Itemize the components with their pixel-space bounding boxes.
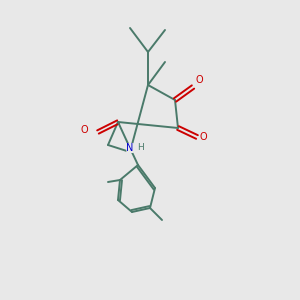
Text: O: O <box>195 75 202 85</box>
Text: O: O <box>199 132 207 142</box>
Text: O: O <box>80 125 88 135</box>
Text: H: H <box>137 143 144 152</box>
Text: N: N <box>126 143 134 153</box>
